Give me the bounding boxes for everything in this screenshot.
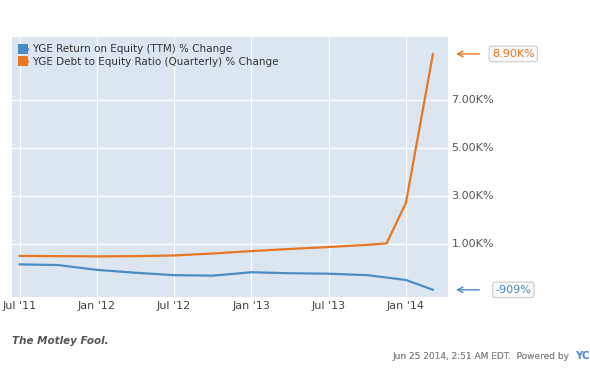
Text: 5.00K%: 5.00K%: [451, 143, 494, 153]
Text: 8.90K%: 8.90K%: [492, 49, 535, 59]
Text: 3.00K%: 3.00K%: [451, 191, 494, 201]
Legend: YGE Return on Equity (TTM) % Change, YGE Debt to Equity Ratio (Quarterly) % Chan: YGE Return on Equity (TTM) % Change, YGE…: [15, 40, 282, 71]
Text: 7.00K%: 7.00K%: [451, 95, 494, 105]
Text: Jun 25 2014, 2:51 AM EDT.  Powered by: Jun 25 2014, 2:51 AM EDT. Powered by: [392, 352, 572, 361]
Text: YCHARTS: YCHARTS: [575, 351, 590, 361]
Text: 1.00K%: 1.00K%: [451, 239, 494, 249]
Text: The Motley Fool.: The Motley Fool.: [12, 336, 109, 346]
Text: -909%: -909%: [496, 285, 531, 295]
Text: Jun 25 2014, 2:51 AM EDT.  Powered by: Jun 25 2014, 2:51 AM EDT. Powered by: [392, 352, 572, 361]
